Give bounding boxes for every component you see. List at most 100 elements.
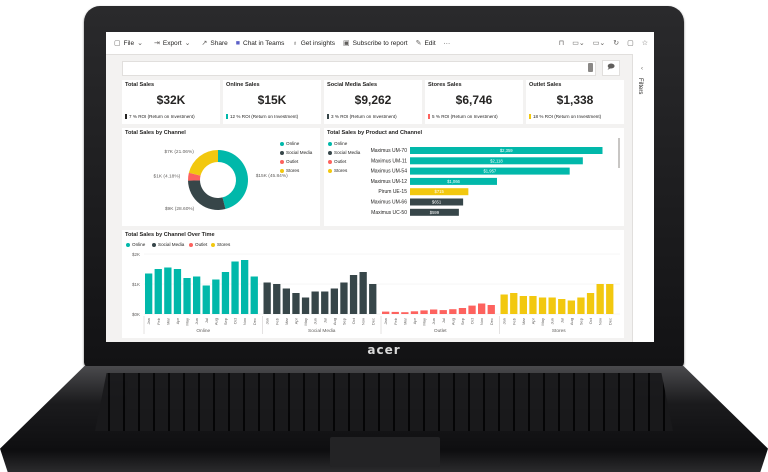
product-bar-chart[interactable]: Maximus UM-70 $2,359 Maximus UM-11 $2,118 Ma… bbox=[324, 128, 624, 226]
microphone-icon[interactable] bbox=[588, 63, 593, 72]
kpi-outlet-sales[interactable]: Outlet Sales $1,338 18 % ROI (Return on … bbox=[526, 80, 624, 124]
time-bar bbox=[548, 297, 556, 314]
time-bar bbox=[164, 267, 172, 314]
file-menu[interactable]: ▢ File ⌄ bbox=[114, 39, 143, 48]
time-bar bbox=[340, 282, 348, 314]
month-label: Jun bbox=[313, 318, 318, 324]
month-label: Jul bbox=[204, 318, 209, 323]
month-label: Apr bbox=[412, 317, 417, 324]
kpi-indicator bbox=[226, 114, 228, 120]
kpi-social-media-sales[interactable]: Social Media Sales $9,262 3 % ROI (Retur… bbox=[324, 80, 422, 124]
time-bar bbox=[391, 311, 399, 314]
chevron-down-icon: ⌄ bbox=[184, 40, 191, 47]
view-icon[interactable]: ▭⌄ bbox=[572, 40, 585, 47]
kpi-roi: 12 % ROI (Return on Investment) bbox=[226, 114, 298, 120]
time-bar bbox=[458, 308, 467, 314]
group-label: Online bbox=[196, 328, 210, 334]
legend-social-media: Social Media bbox=[280, 150, 312, 155]
month-label: Jul bbox=[441, 318, 446, 323]
y-tick-label: $1K bbox=[132, 282, 140, 287]
month-label: Dec bbox=[607, 318, 612, 325]
category-label: Pirum UE-15 bbox=[378, 189, 407, 195]
kpi-value: $9,262 bbox=[354, 93, 392, 107]
bar-value-label: $2,359 bbox=[500, 148, 513, 153]
month-label: Apr bbox=[293, 317, 298, 324]
time-bar-chart[interactable]: $2K $1K $0K Jan Feb Mar Apr May Jun Jul Aug Sep Oct N… bbox=[122, 230, 624, 338]
donut-label: $15K (45.84%) bbox=[256, 173, 288, 179]
time-bar bbox=[301, 297, 310, 314]
qna-input[interactable] bbox=[122, 61, 596, 76]
legend-stores: Stores bbox=[211, 242, 230, 247]
time-bar bbox=[382, 311, 390, 314]
time-bar bbox=[449, 309, 457, 314]
time-bar bbox=[478, 303, 486, 314]
kpi-online-sales[interactable]: Online Sales $15K 12 % ROI (Return on In… bbox=[223, 80, 321, 124]
kpi-title: Outlet Sales bbox=[529, 82, 562, 88]
chat-bubble-button[interactable]: 🗩 bbox=[602, 60, 620, 76]
time-bar bbox=[221, 272, 230, 314]
month-label: May bbox=[185, 318, 190, 326]
collapse-icon[interactable]: ‹ bbox=[641, 66, 643, 72]
favorite-icon[interactable]: ☆ bbox=[641, 40, 648, 47]
month-label: Oct bbox=[233, 317, 238, 324]
comment-icon[interactable]: ▢ bbox=[627, 40, 634, 47]
edit-button[interactable]: ✎ Edit bbox=[415, 39, 436, 48]
time-bar bbox=[606, 284, 614, 314]
kpi-total-sales[interactable]: Total Sales $32K 7 % ROI (Return on Inve… bbox=[122, 80, 220, 124]
time-bar bbox=[567, 300, 575, 314]
kpi-roi: 3 % ROI (Return on Investment) bbox=[327, 114, 397, 120]
month-label: Jun bbox=[194, 318, 199, 324]
donut-chart[interactable]: $15K (45.84%) $9K (28.60%) $1K (4.18%) $7K … bbox=[122, 128, 320, 226]
kpi-value: $1,338 bbox=[556, 93, 594, 107]
channel-donut-panel[interactable]: Total Sales by Channel $15K (45.84%) $9K … bbox=[122, 128, 320, 226]
month-label: Jun bbox=[550, 318, 555, 324]
share-icon: ↗ bbox=[201, 40, 208, 47]
scrollbar bbox=[618, 138, 620, 168]
panel-title: Total Sales by Channel Over Time bbox=[125, 232, 215, 238]
laptop-touchpad bbox=[330, 437, 440, 467]
get-insights-button[interactable]: ♁ Get insights bbox=[292, 39, 336, 47]
chat-in-teams-button[interactable]: ■ Chat in Teams bbox=[235, 39, 285, 47]
legend-social-media: Social Media bbox=[328, 150, 360, 155]
kpi-roi: 18 % ROI (Return on Investment) bbox=[529, 114, 601, 120]
month-label: Aug bbox=[213, 318, 218, 325]
time-bar bbox=[241, 260, 249, 314]
report-screen: ▢ File ⌄ ⇥ Export ⌄ ↗ Share ■ Chat in Teams ♁ G… bbox=[106, 32, 654, 342]
product-bar-panel[interactable]: Total Sales by Product and Channel Onlin… bbox=[324, 128, 624, 226]
category-label: Maximus UM-70 bbox=[371, 148, 408, 154]
month-label: May bbox=[422, 318, 427, 326]
subscribe-button[interactable]: ▣ Subscribe to report bbox=[343, 39, 408, 48]
time-bar bbox=[468, 305, 476, 314]
refresh-icon[interactable]: ↻ bbox=[613, 40, 620, 47]
bookmark-icon[interactable]: ⊓ bbox=[558, 40, 565, 47]
export-menu[interactable]: ⇥ Export ⌄ bbox=[153, 39, 191, 48]
laptop-keyboard bbox=[95, 373, 673, 431]
time-bar-panel[interactable]: Total Sales by Channel Over Time Online … bbox=[122, 230, 624, 338]
category-label: Maximus UM-12 bbox=[371, 179, 408, 185]
month-label: Mar bbox=[521, 317, 526, 325]
month-label: Nov bbox=[361, 318, 366, 325]
filters-pane[interactable]: ‹ Filters bbox=[632, 54, 654, 342]
time-bar bbox=[369, 284, 377, 314]
month-label: Aug bbox=[569, 318, 574, 325]
kpi-roi: 5 % ROI (Return on Investment) bbox=[428, 114, 498, 120]
report-toolbar: ▢ File ⌄ ⇥ Export ⌄ ↗ Share ■ Chat in Teams ♁ G… bbox=[106, 32, 654, 55]
y-tick-label: $2K bbox=[132, 252, 140, 257]
share-button[interactable]: ↗ Share bbox=[201, 39, 228, 48]
month-label: Jan bbox=[383, 318, 388, 324]
filters-label: Filters bbox=[637, 78, 643, 95]
time-bar bbox=[538, 297, 547, 314]
layout-icon[interactable]: ▭⌄ bbox=[592, 40, 606, 47]
time-bar bbox=[401, 312, 409, 314]
file-icon: ▢ bbox=[114, 40, 121, 47]
legend-outlet: Outlet bbox=[189, 242, 207, 247]
month-label: Feb bbox=[156, 317, 161, 325]
kpi-stores-sales[interactable]: Stores Sales $6,746 5 % ROI (Return on I… bbox=[425, 80, 523, 124]
time-bar bbox=[212, 279, 220, 314]
donut-label: $9K (28.60%) bbox=[165, 206, 195, 212]
month-label: Nov bbox=[598, 318, 603, 325]
product-bar bbox=[410, 157, 583, 165]
laptop-brand-logo: acer bbox=[367, 343, 401, 357]
chevron-down-icon: ⌄ bbox=[137, 40, 143, 47]
more-options-button[interactable]: ··· bbox=[443, 39, 451, 47]
